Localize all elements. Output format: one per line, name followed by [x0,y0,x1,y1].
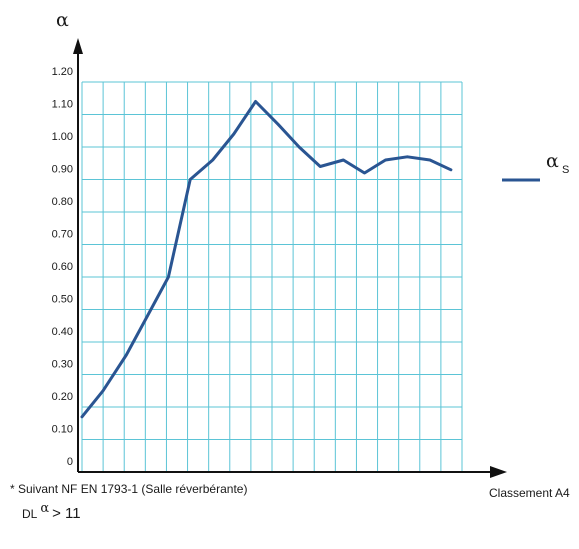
y-tick-label: 0.80 [52,196,73,208]
y-tick-label: 0 [67,456,73,468]
legend-subscript: S [562,164,569,176]
y-tick-label: 0.30 [52,359,73,371]
legend-symbol: α [546,150,559,172]
dl-relation: > 11 [52,505,81,522]
y-axis-symbol: α [56,9,69,31]
footnote: * Suivant NF EN 1793-1 (Salle réverbéran… [10,482,248,496]
dl-prefix: DL [22,507,38,521]
absorption-chart: 0 0.10 0.20 0.30 0.40 0.50 0.60 0.70 0.80 0.90 1.0… [52,9,569,478]
y-tick-label: 1.00 [52,131,73,143]
chart-grid [81,81,463,473]
y-tick-label: 0.90 [52,164,73,176]
dl-symbol: α [40,501,50,516]
y-tick-label: 0.50 [52,294,73,306]
series-line-alpha-s [80,100,453,419]
y-tick-label: 0.20 [52,391,73,403]
x-axis-arrow [490,466,507,478]
y-tick-label: 1.20 [52,66,73,78]
y-tick-label: 1.10 [52,99,73,111]
chart-axes [73,38,507,478]
y-tick-label: 0.10 [52,424,73,436]
y-tick-labels: 0 0.10 0.20 0.30 0.40 0.50 0.60 0.70 0.80 0.90 1.0… [52,66,73,468]
y-tick-label: 0.70 [52,229,73,241]
dl-rating: DL α > 11 [22,501,81,522]
legend: α S [502,150,569,182]
classification-label: Classement A4 [489,486,570,500]
y-tick-label: 0.60 [52,261,73,273]
y-tick-label: 0.40 [52,326,73,338]
y-axis-arrow [73,38,83,54]
